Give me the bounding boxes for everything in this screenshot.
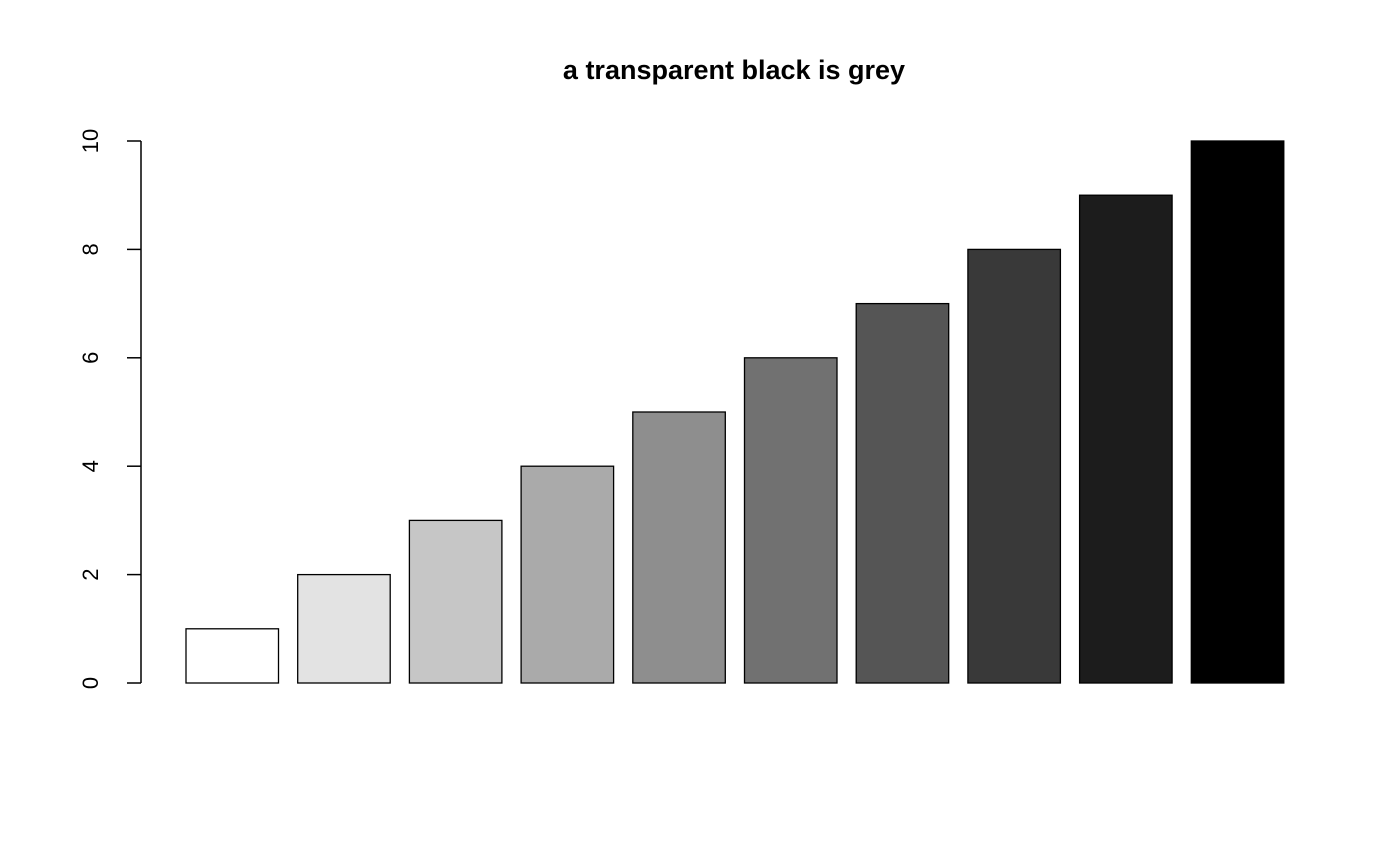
bar (408, 519, 503, 684)
y-tick-label: 0 (78, 677, 103, 689)
bar (520, 465, 615, 684)
bar (967, 248, 1062, 684)
y-tick-label: 4 (78, 460, 103, 472)
bar (855, 302, 950, 684)
bar (632, 411, 726, 684)
bar (743, 357, 838, 684)
y-tick-label: 6 (78, 352, 103, 364)
y-tick-label: 2 (78, 568, 103, 580)
bar (297, 573, 391, 684)
bar (1078, 194, 1173, 684)
chart-title: a transparent black is grey (563, 55, 905, 85)
y-tick-label: 8 (78, 243, 103, 255)
y-tick-label: 10 (78, 129, 103, 153)
bar (185, 628, 280, 684)
bar (1190, 140, 1285, 684)
